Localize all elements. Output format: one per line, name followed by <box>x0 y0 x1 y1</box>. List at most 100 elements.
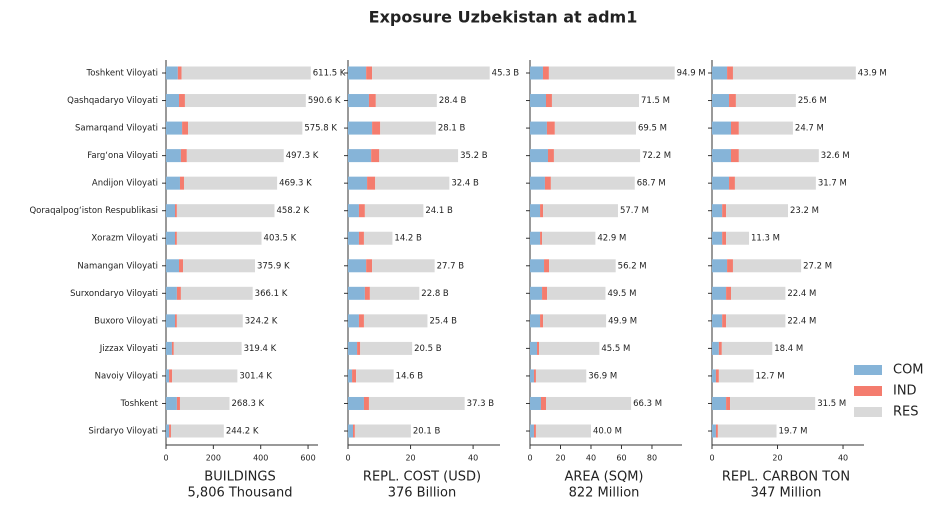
bar-segment <box>348 424 354 438</box>
bar-segment <box>530 259 545 273</box>
bar-label: 45.3 B <box>492 69 520 79</box>
bar-segment <box>712 94 730 108</box>
bar-label: 36.9 M <box>588 371 617 381</box>
x-tick-label: 60 <box>616 454 626 463</box>
bar-segment <box>712 424 716 438</box>
bar-segment <box>718 369 754 383</box>
bar-segment <box>169 369 173 383</box>
bar-segment <box>540 314 544 328</box>
bar-segment <box>166 286 177 300</box>
bar-label: 72.2 M <box>642 151 671 161</box>
bar-segment <box>366 259 373 273</box>
bar-label: 31.5 M <box>817 399 846 409</box>
bar-segment <box>730 396 816 410</box>
bar-label: 22.4 M <box>787 316 816 326</box>
bar-segment <box>363 231 393 245</box>
bar-segment <box>722 204 727 218</box>
bar-segment <box>731 286 786 300</box>
x-axis-note: 822 Million <box>569 486 640 501</box>
bar-segment <box>548 66 675 80</box>
bar-segment <box>533 369 536 383</box>
bar-segment <box>729 176 735 190</box>
bar-label: 35.2 B <box>460 151 488 161</box>
bar-label: 575.8 K <box>304 124 337 134</box>
bar-label: 14.6 B <box>396 371 424 381</box>
bar-segment <box>729 94 736 108</box>
bar-segment <box>348 259 367 273</box>
bar-label: 324.2 K <box>245 316 278 326</box>
bar-segment <box>546 94 552 108</box>
bar-label: 22.8 B <box>421 289 449 299</box>
bar-segment <box>166 94 180 108</box>
x-tick-label: 20 <box>772 454 782 463</box>
bar-label: 24.7 M <box>795 124 824 134</box>
bar-label: 49.9 M <box>608 316 637 326</box>
bar-segment <box>171 341 174 355</box>
x-tick-label: 40 <box>468 454 478 463</box>
bar-label: 27.2 M <box>803 261 832 271</box>
bar-segment <box>348 66 367 80</box>
bar-segment <box>176 286 181 300</box>
bar-segment <box>734 176 816 190</box>
bar-segment <box>166 396 177 410</box>
bar-segment <box>712 396 727 410</box>
bar-label: 14.2 B <box>394 234 422 244</box>
bar-segment <box>348 314 359 328</box>
y-tick-label: Namangan Viloyati <box>77 261 158 271</box>
bar-segment <box>530 286 543 300</box>
bar-segment <box>722 231 727 245</box>
bar-segment <box>712 369 716 383</box>
bar-segment <box>530 396 541 410</box>
bar-label: 458.2 K <box>276 206 309 216</box>
bar-label: 301.4 K <box>239 371 272 381</box>
bar-segment <box>184 94 306 108</box>
bar-label: 40.0 M <box>593 427 622 437</box>
bar-segment <box>530 314 541 328</box>
bar-segment <box>732 259 802 273</box>
x-axis-label: AREA (SQM) <box>564 470 643 485</box>
bar-segment <box>166 176 180 190</box>
bar-segment <box>173 341 242 355</box>
bar-segment <box>732 66 856 80</box>
bar-segment <box>543 204 618 218</box>
y-tick-label: Toshkent <box>120 399 159 409</box>
x-tick-label: 20 <box>405 454 415 463</box>
bar-segment <box>553 149 641 163</box>
bar-segment <box>731 121 739 135</box>
bar-segment <box>348 341 358 355</box>
y-tick-label: Qoraqalpog‘iston Respublikasi <box>29 206 158 216</box>
bar-label: 20.5 B <box>414 344 442 354</box>
bar-segment <box>360 341 413 355</box>
bar-segment <box>530 424 534 438</box>
legend-label: IND <box>893 384 917 399</box>
bar-label: 12.7 M <box>756 371 785 381</box>
bar-segment <box>166 369 170 383</box>
bar-label: 24.1 B <box>425 206 453 216</box>
bar-label: 27.7 B <box>437 261 465 271</box>
x-tick-label: 40 <box>838 454 848 463</box>
bar-segment <box>368 396 465 410</box>
bar-label: 366.1 K <box>255 289 288 299</box>
bar-segment <box>726 204 788 218</box>
bar-segment <box>712 341 719 355</box>
bar-segment <box>731 149 739 163</box>
x-axis-label: REPL. CARBON TON <box>722 470 850 485</box>
bar-segment <box>358 204 365 218</box>
y-tick-label: Navoiy Viloyati <box>95 371 158 381</box>
bar-label: 22.4 M <box>787 289 816 299</box>
bar-segment <box>363 396 369 410</box>
bar-segment <box>533 424 536 438</box>
bar-label: 319.4 K <box>244 344 277 354</box>
bar-segment <box>543 314 607 328</box>
bar-segment <box>715 369 719 383</box>
bar-segment <box>547 286 606 300</box>
bar-segment <box>174 204 177 218</box>
bar-segment <box>179 259 184 273</box>
bar-label: 71.5 M <box>641 96 670 106</box>
legend-label: COM <box>893 363 924 378</box>
bar-segment <box>530 369 534 383</box>
x-tick-label: 600 <box>300 454 315 463</box>
bar-segment <box>181 66 311 80</box>
bar-segment <box>372 259 435 273</box>
